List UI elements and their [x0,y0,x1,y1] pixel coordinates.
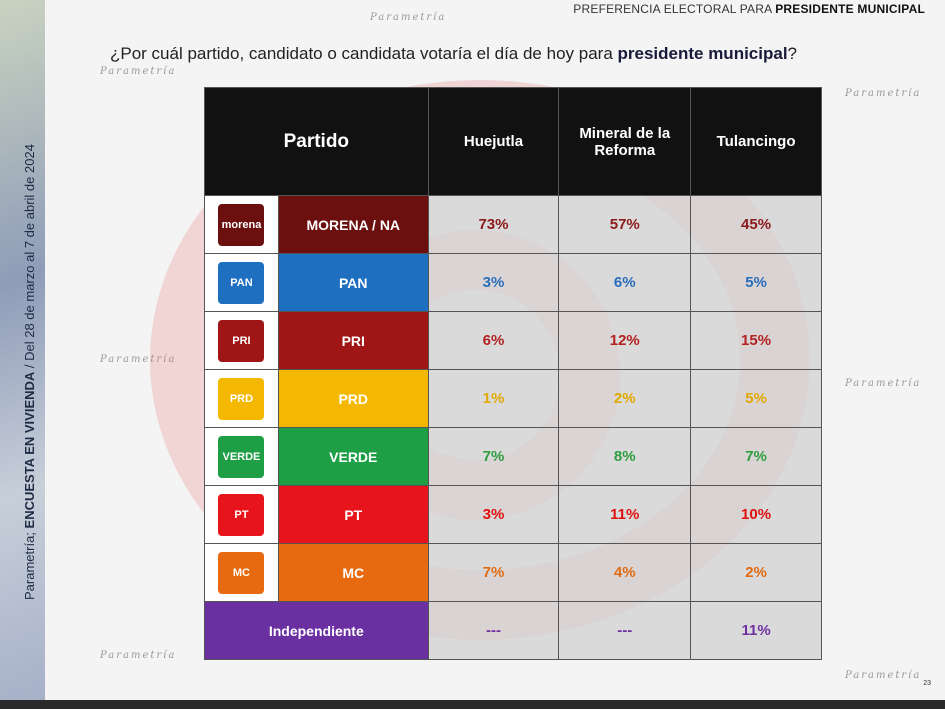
value-cell: 6% [427,311,560,370]
party-logo-cell: morena [204,195,279,254]
value-cell: 4% [558,543,692,602]
value-cell: --- [427,601,560,660]
party-logo-cell: MC [204,543,279,602]
watermark: Parametría [845,88,922,99]
value-cell: 6% [558,253,692,312]
table-row: PRI PRI 6% 12% 15% [204,311,822,370]
party-name: MC [277,543,429,602]
value-cell: 8% [558,427,692,486]
party-logo-icon: morena [218,203,265,246]
page-number: 23 [923,680,931,687]
party-name: Independiente [204,601,429,660]
party-name: PRD [277,369,429,428]
header-tulancingo: Tulancingo [690,87,822,196]
party-name: PRI [277,311,429,370]
slide-header: PREFERENCIA ELECTORAL PARA PRESIDENTE MU… [573,2,925,16]
watermark: Parametría [100,650,177,661]
table-row: PT PT 3% 11% 10% [204,485,822,544]
value-cell: 7% [427,543,560,602]
value-cell: 57% [558,195,692,254]
watermark: Parametría [845,670,922,681]
side-banner: Parametría; ENCUESTA EN VIVIENDA / Del 2… [0,0,45,700]
bottom-bar [0,700,945,709]
table-row: PAN PAN 3% 6% 5% [204,253,822,312]
watermark: Parametría [845,378,922,389]
source-note: Parametría; ENCUESTA EN VIVIENDA / Del 2… [22,144,37,600]
header-mineral: Mineral de la Reforma [558,87,692,196]
party-logo-cell: PRD [204,369,279,428]
table-row-independent: Independiente --- --- 11% [204,601,822,660]
party-logo-icon: PAN [218,261,265,304]
party-logo-cell: PT [204,485,279,544]
party-name: MORENA / NA [277,195,429,254]
value-cell: 73% [427,195,560,254]
value-cell: 5% [690,253,822,312]
value-cell: 2% [558,369,692,428]
value-cell: 5% [690,369,822,428]
value-cell: 10% [690,485,822,544]
value-cell: 15% [690,311,822,370]
table-row: PRD PRD 1% 2% 5% [204,369,822,428]
party-logo-cell: PAN [204,253,279,312]
party-name: PT [277,485,429,544]
party-logo-cell: PRI [204,311,279,370]
party-logo-icon: PRI [218,319,265,362]
party-name: PAN [277,253,429,312]
value-cell: 7% [427,427,560,486]
table-row: MC MC 7% 4% 2% [204,543,822,602]
value-cell: 11% [558,485,692,544]
value-cell: 3% [427,253,560,312]
table-row: VERDE VERDE 7% 8% 7% [204,427,822,486]
table-row: morena MORENA / NA 73% 57% 45% [204,195,822,254]
value-cell: 45% [690,195,822,254]
value-cell: 3% [427,485,560,544]
watermark: Parametría [100,354,177,365]
header-partido: Partido [204,87,429,196]
value-cell: 2% [690,543,822,602]
results-table: Partido Huejutla Mineral de la Reforma T… [204,87,822,660]
value-cell: 12% [558,311,692,370]
party-logo-icon: VERDE [218,435,265,478]
value-cell: --- [558,601,692,660]
value-cell: 7% [690,427,822,486]
party-logo-icon: PRD [218,377,265,420]
party-name: VERDE [277,427,429,486]
value-cell: 11% [690,601,822,660]
value-cell: 1% [427,369,560,428]
question-title: ¿Por cuál partido, candidato o candidata… [110,44,798,63]
party-logo-cell: VERDE [204,427,279,486]
party-logo-icon: PT [218,493,265,536]
header-huejutla: Huejutla [427,87,560,196]
party-logo-icon: MC [218,551,265,594]
watermark: Parametría [100,66,177,77]
watermark: Parametría [370,12,447,23]
